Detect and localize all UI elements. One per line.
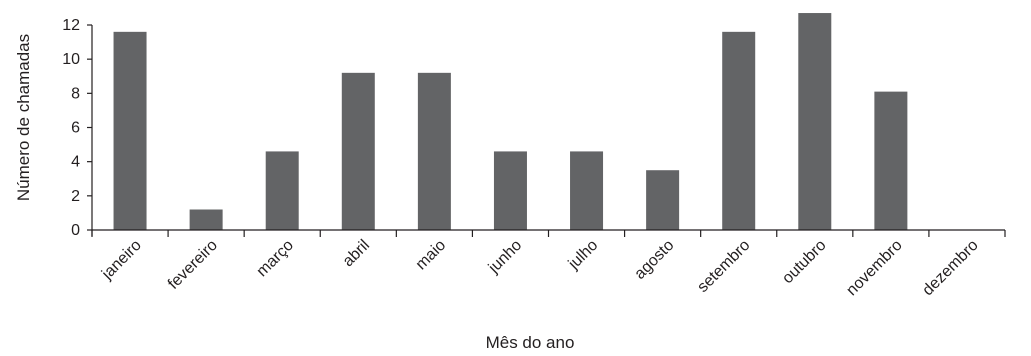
x-tick-label: maio	[413, 237, 450, 274]
x-tick-label: junho	[485, 237, 525, 277]
y-tick-label: 4	[71, 154, 80, 171]
x-tick-label: novembro	[843, 237, 905, 299]
bars	[113, 13, 908, 231]
bar-junho	[493, 151, 527, 230]
y-tick-label: 6	[71, 120, 80, 137]
y-axis-title: Número de chamadas	[14, 34, 33, 201]
x-tick-label: março	[254, 237, 298, 281]
y-axis: 0 2 4 6 8 10 12	[62, 17, 92, 239]
x-axis-title: Mês do ano	[486, 333, 575, 352]
x-tick-label: outubro	[779, 237, 829, 287]
bar-abril	[341, 72, 375, 230]
x-tick-label: dezembro	[919, 237, 981, 299]
x-axis: janeiro fevereiro março abril maio junho julho…	[91, 230, 1006, 299]
x-tick-label: julho	[565, 237, 602, 274]
y-tick-label: 2	[71, 188, 80, 205]
bar-novembro	[874, 91, 908, 230]
x-tick-label: setembro	[694, 237, 753, 296]
bar-janeiro	[113, 31, 147, 231]
bar-fevereiro	[189, 209, 223, 230]
y-tick-label: 12	[62, 17, 80, 34]
bar-setembro	[722, 31, 756, 231]
y-tick-label: 10	[62, 51, 80, 68]
y-tick-label: 0	[71, 222, 80, 239]
bar-agosto	[646, 170, 680, 230]
bar-março	[265, 151, 299, 230]
y-tick-label: 8	[71, 85, 80, 102]
x-tick-label: fevereiro	[165, 237, 221, 293]
x-tick-label: janeiro	[98, 237, 145, 284]
bar-julho	[570, 151, 604, 230]
bar-outubro	[798, 13, 832, 230]
x-tick-label: abril	[340, 237, 373, 270]
x-tick-label: agosto	[631, 237, 677, 283]
bar-maio	[417, 72, 451, 230]
